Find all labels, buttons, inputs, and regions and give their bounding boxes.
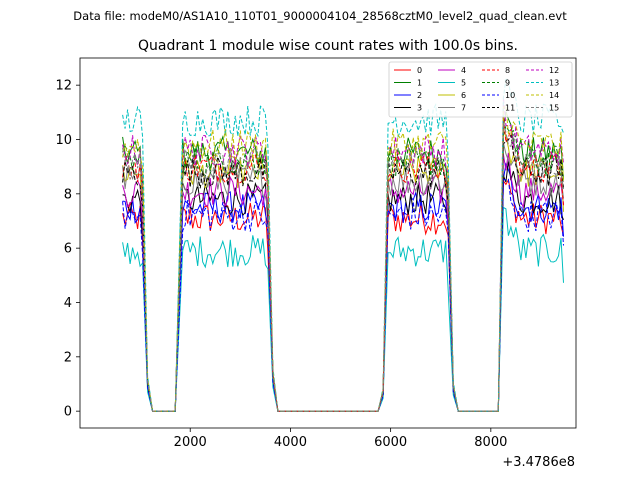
series-line-7 — [122, 142, 564, 412]
y-axis: 0 2 4 6 8 10 12 — [55, 79, 80, 420]
x-tick-label: 8000 — [474, 435, 507, 450]
x-tick-label: 4000 — [274, 435, 307, 450]
x-axis-offset-label: +3.4786e8 — [502, 455, 575, 470]
series-line-11 — [122, 133, 564, 412]
legend-label: 4 — [461, 66, 466, 75]
series-line-14 — [122, 104, 564, 412]
legend-label: 12 — [549, 66, 559, 75]
chart-suptitle: Data file: modeM0/AS1A10_110T01_90000041… — [73, 9, 567, 23]
x-tick-label: 6000 — [374, 435, 407, 450]
y-tick-label: 12 — [55, 79, 72, 94]
y-tick-label: 2 — [64, 350, 72, 365]
legend-label: 14 — [549, 91, 559, 100]
legend-label: 0 — [417, 66, 422, 75]
y-tick-label: 4 — [64, 296, 72, 311]
legend-label: 2 — [417, 91, 422, 100]
series-line-1 — [122, 111, 564, 412]
legend-label: 13 — [549, 79, 559, 88]
series-line-15 — [122, 122, 564, 412]
legend-label: 10 — [505, 91, 515, 100]
series-line-4 — [122, 152, 564, 412]
legend-label: 7 — [461, 104, 466, 113]
legend-label: 5 — [461, 79, 466, 88]
x-axis: 2000 4000 6000 8000 — [174, 428, 507, 450]
legend-label: 9 — [505, 79, 510, 88]
series-line-0 — [122, 178, 564, 412]
legend-label: 15 — [549, 104, 559, 113]
legend-label: 3 — [417, 104, 422, 113]
series-line-5 — [122, 206, 564, 412]
legend-label: 6 — [461, 91, 466, 100]
legend-label: 1 — [417, 79, 422, 88]
series-line-10 — [122, 178, 564, 412]
legend-label: 11 — [505, 104, 515, 113]
y-tick-label: 0 — [64, 405, 72, 420]
series-line-2 — [122, 162, 564, 412]
y-tick-label: 6 — [64, 242, 72, 257]
series-layer — [122, 78, 564, 412]
legend-label: 8 — [505, 66, 510, 75]
y-tick-label: 8 — [64, 187, 72, 202]
y-tick-label: 10 — [55, 133, 72, 148]
series-line-3 — [122, 160, 564, 412]
series-line-9 — [122, 125, 564, 412]
series-line-12 — [122, 96, 564, 412]
series-line-13 — [122, 78, 564, 412]
x-tick-label: 2000 — [174, 435, 207, 450]
axes-frame — [79, 57, 577, 429]
chart-title: Quadrant 1 module wise count rates with … — [138, 38, 518, 54]
legend-box — [388, 61, 573, 118]
